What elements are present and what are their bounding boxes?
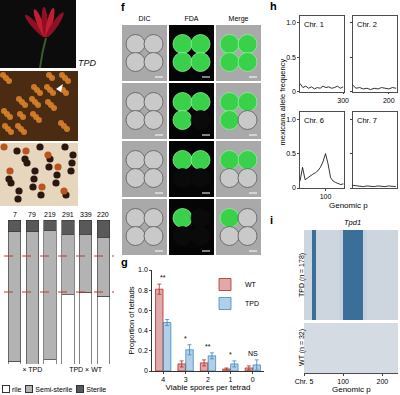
- svg-text:Chr. 7: Chr. 7: [357, 116, 377, 125]
- svg-text:WT (n = 32): WT (n = 32): [298, 329, 306, 366]
- svg-text:TPD × WT: TPD × WT: [69, 366, 103, 373]
- svg-text:NS: NS: [248, 350, 258, 357]
- svg-text:3: 3: [184, 376, 188, 383]
- html-text:Sterile: Sterile: [86, 385, 107, 393]
- svg-text:1.0: 1.0: [138, 266, 148, 273]
- svg-text:7: 7: [13, 211, 17, 218]
- svg-text:0.5: 0.5: [286, 150, 296, 157]
- svg-text:200: 200: [376, 378, 388, 385]
- svg-text:*: *: [229, 351, 232, 358]
- svg-text:220: 220: [97, 211, 109, 218]
- svg-text:100: 100: [320, 193, 332, 200]
- svg-text:DIC: DIC: [138, 15, 150, 22]
- svg-text:4: 4: [161, 376, 165, 383]
- svg-text:300: 300: [337, 97, 349, 104]
- svg-text:mexicana allele frequency: mexicana allele frequency: [278, 59, 287, 146]
- svg-text:TPD: TPD: [245, 300, 259, 307]
- svg-text:0.6: 0.6: [138, 307, 148, 314]
- html-text:rile: rile: [12, 385, 22, 393]
- svg-text:0: 0: [292, 88, 296, 95]
- svg-text:2: 2: [206, 376, 210, 383]
- svg-text:FDA: FDA: [185, 15, 199, 22]
- svg-text:*: *: [184, 335, 187, 342]
- svg-text:0.2: 0.2: [138, 347, 148, 354]
- svg-text:f: f: [121, 1, 125, 13]
- svg-text:Chr. 1: Chr. 1: [304, 20, 324, 29]
- svg-text:219: 219: [44, 211, 56, 218]
- html-text:g: g: [121, 256, 128, 268]
- html-text:i: i: [270, 214, 274, 226]
- svg-text:1.0: 1.0: [286, 19, 296, 26]
- svg-text:100: 100: [337, 378, 349, 385]
- svg-text:0: 0: [292, 184, 296, 191]
- svg-text:1: 1: [228, 376, 232, 383]
- svg-text:**: **: [205, 343, 211, 350]
- svg-text:0: 0: [251, 376, 255, 383]
- svg-text:Genomic p: Genomic p: [329, 201, 368, 210]
- svg-text:200: 200: [383, 97, 395, 104]
- svg-text:Genomic p: Genomic p: [332, 385, 371, 394]
- svg-text:WT: WT: [245, 281, 257, 288]
- svg-text:0: 0: [144, 367, 148, 374]
- svg-text:Chr. 6: Chr. 6: [304, 116, 324, 125]
- svg-text:0.5: 0.5: [286, 54, 296, 61]
- svg-text:79: 79: [28, 211, 36, 218]
- svg-text:TPD: TPD: [78, 58, 97, 68]
- svg-text:0.8: 0.8: [138, 287, 148, 294]
- html-text:h: h: [270, 0, 277, 12]
- svg-text:291: 291: [62, 211, 74, 218]
- svg-text:0.4: 0.4: [138, 327, 148, 334]
- html-text:Semi-sterile: Semi-sterile: [35, 385, 73, 393]
- svg-text:TPD (n = 178): TPD (n = 178): [298, 253, 306, 297]
- svg-text:Proportion of tetrads: Proportion of tetrads: [127, 286, 136, 354]
- svg-text:339: 339: [80, 211, 92, 218]
- svg-text:1.0: 1.0: [286, 116, 296, 123]
- svg-text:Chr. 5: Chr. 5: [295, 378, 314, 385]
- svg-text:Chr. 2: Chr. 2: [357, 20, 377, 29]
- svg-text:Tpd1: Tpd1: [344, 218, 361, 227]
- svg-text:Viable spores per tetrad: Viable spores per tetrad: [166, 383, 251, 392]
- svg-text:× TPD: × TPD: [22, 366, 42, 373]
- svg-text:Merge: Merge: [229, 15, 249, 23]
- svg-text:**: **: [160, 274, 166, 281]
